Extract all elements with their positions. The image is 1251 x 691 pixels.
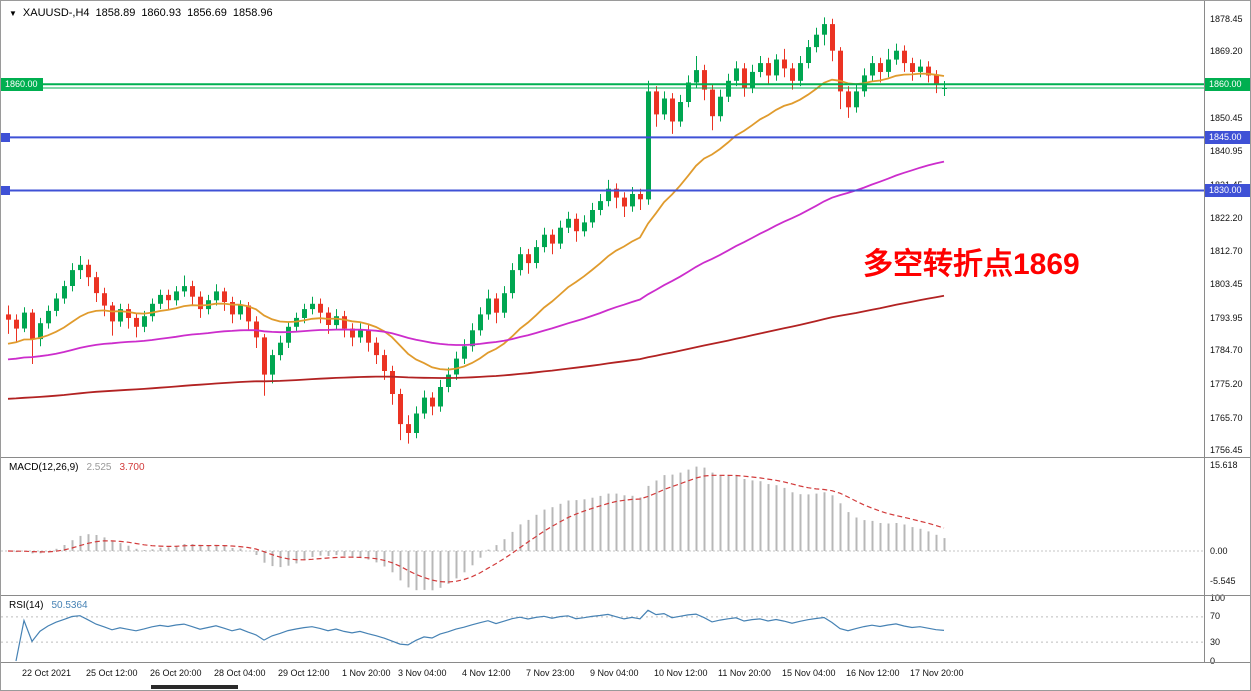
macd-main-value: 2.525 xyxy=(86,462,112,473)
macd-histogram xyxy=(15,466,946,591)
price-tick-label: 1756.45 xyxy=(1210,445,1243,456)
pane-separator-main-macd[interactable] xyxy=(1,457,1250,458)
rsi-tick-label: 30 xyxy=(1210,636,1221,647)
pane-separator-macd-rsi[interactable] xyxy=(1,595,1250,596)
macd-signal-value: 3.700 xyxy=(119,462,145,473)
ma-slow-line xyxy=(7,294,945,400)
ma-fast-line xyxy=(7,72,945,371)
price-line-marker-left xyxy=(1,186,10,195)
time-tick-label: 22 Oct 2021 xyxy=(22,668,72,678)
price-tick-label: 1869.20 xyxy=(1210,46,1243,57)
ohlc-low: 1856.69 xyxy=(187,7,227,19)
time-tick-label: 4 Nov 12:00 xyxy=(462,668,511,678)
ma-medium-line xyxy=(7,160,945,361)
scrollbar-thumb[interactable] xyxy=(151,685,238,689)
time-tick-label: 17 Nov 20:00 xyxy=(910,668,964,678)
rsi-tick-label: 0 xyxy=(1210,655,1216,666)
time-tick-label: 28 Oct 04:00 xyxy=(214,668,266,678)
symbol-timeframe-label: XAUUSD-,H4 xyxy=(22,7,90,19)
time-tick-label: 7 Nov 23:00 xyxy=(526,668,575,678)
time-tick-label: 25 Oct 12:00 xyxy=(86,668,138,678)
annotation-text: 多空转折点1869 xyxy=(863,248,1080,281)
price-tick-label: 1793.95 xyxy=(1210,312,1243,323)
chart-ohlc-info: ▼ XAUUSD-,H4 1858.89 1860.93 1856.69 185… xyxy=(9,7,273,19)
price-tick-label: 1840.95 xyxy=(1210,146,1243,157)
time-tick-label: 1 Nov 20:00 xyxy=(342,668,391,678)
price-tick-label: 1850.45 xyxy=(1210,112,1243,123)
horizontal-lines xyxy=(1,83,1204,192)
macd-tick-label: -5.545 xyxy=(1210,576,1236,586)
macd-signal-line xyxy=(7,474,945,583)
price-tick-label: 1765.70 xyxy=(1210,412,1243,423)
candles-series xyxy=(6,17,947,444)
ohlc-close: 1858.96 xyxy=(232,7,273,19)
rsi-levels xyxy=(1,616,1204,643)
price-line-badge-right: 1860.00 xyxy=(1205,77,1250,91)
time-tick-label: 9 Nov 04:00 xyxy=(590,668,639,678)
price-line-badge-right: 1830.00 xyxy=(1205,184,1250,197)
time-axis-separator xyxy=(1,662,1250,663)
price-line-marker-left xyxy=(1,132,10,142)
macd-tick-label: 15.618 xyxy=(1210,459,1238,470)
price-tick-label: 1775.20 xyxy=(1210,379,1243,389)
macd-indicator-label: MACD(12,26,9) 2.525 3.700 xyxy=(9,462,145,473)
rsi-value: 50.5364 xyxy=(51,600,88,611)
ohlc-open: 1858.89 xyxy=(95,7,136,19)
chevron-down-icon[interactable]: ▼ xyxy=(9,8,17,18)
price-tick-label: 1803.45 xyxy=(1210,279,1243,289)
time-tick-label: 15 Nov 04:00 xyxy=(782,668,836,678)
price-line-badge-left: 1860.00 xyxy=(1,77,43,91)
ohlc-high: 1860.93 xyxy=(141,7,182,19)
rsi-tick-label: 100 xyxy=(1210,592,1226,603)
price-tick-label: 1878.45 xyxy=(1210,13,1243,24)
price-line-badge-right: 1845.00 xyxy=(1205,130,1250,144)
time-tick-label: 3 Nov 04:00 xyxy=(398,668,447,678)
rsi-tick-label: 70 xyxy=(1210,611,1221,622)
price-tick-label: 1784.70 xyxy=(1210,345,1243,356)
time-tick-label: 11 Nov 20:00 xyxy=(718,668,771,678)
time-tick-label: 16 Nov 12:00 xyxy=(846,668,900,678)
price-tick-label: 1822.20 xyxy=(1210,212,1243,223)
macd-name: MACD(12,26,9) xyxy=(9,462,79,473)
rsi-name: RSI(14) xyxy=(9,600,44,611)
macd-tick-label: 0.00 xyxy=(1210,545,1228,556)
time-tick-label: 10 Nov 12:00 xyxy=(654,668,708,678)
time-axis[interactable]: 22 Oct 2021 25 Oct 12:00 26 Oct 20:00 28 Oc… xyxy=(1,663,1250,690)
rsi-indicator-label: RSI(14) 50.5364 xyxy=(9,600,88,611)
time-tick-label: 29 Oct 12:00 xyxy=(278,668,330,678)
rsi-line xyxy=(15,609,945,662)
time-tick-label: 26 Oct 20:00 xyxy=(150,668,202,678)
price-axis-separator xyxy=(1204,1,1205,662)
price-tick-label: 1812.70 xyxy=(1210,246,1243,257)
price-axis[interactable]: 1878.451869.201859.701850.451840.951831.… xyxy=(1205,1,1250,666)
